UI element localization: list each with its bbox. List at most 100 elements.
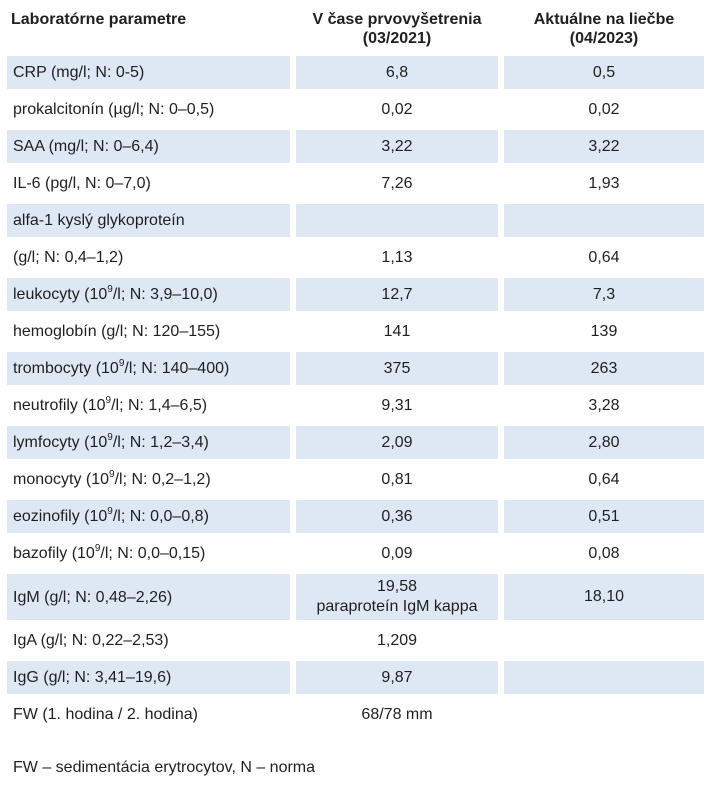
parameter-unit-range: /l; N: 0,0–0,8) [112, 508, 209, 525]
parameter-cell: neutrofily (109/l; N: 1,4–6,5) [7, 389, 290, 422]
initial-value-cell: 0,36 [296, 500, 498, 533]
table-row: neutrofily (109/l; N: 1,4–6,5) 9,31 3,28 [7, 389, 704, 422]
current-value: 0,64 [588, 471, 620, 488]
parameter-unit-range: /l; N: 1,4–6,5) [111, 397, 208, 414]
parameter-unit-range: /l; N: 3,9–10,0) [112, 286, 218, 303]
header-parameters: Laboratórne parametre [11, 11, 187, 28]
current-value: 0,64 [588, 249, 620, 266]
initial-value: 1,209 [376, 632, 418, 649]
parameter-label: IgA (g/l; N: 0,22–2,53) [13, 632, 169, 649]
parameter-cell: trombocyty (109/l; N: 140–400) [7, 352, 290, 385]
parameter-label: leukocyty (10 [13, 286, 108, 303]
header-current-line2: (04/2023) [569, 30, 639, 47]
table-row: IL-6 (pg/l, N: 0–7,0) 7,26 1,93 [7, 167, 704, 200]
initial-value-cell [296, 204, 498, 237]
initial-value: 7,26 [381, 175, 413, 192]
current-value-cell [504, 698, 704, 731]
table-row: bazofily (109/l; N: 0,0–0,15) 0,09 0,08 [7, 537, 704, 570]
current-value-cell: 0,51 [504, 500, 704, 533]
parameter-cell: IgM (g/l; N: 0,48–2,26) [7, 574, 290, 620]
current-value-cell: 263 [504, 352, 704, 385]
parameter-cell: SAA (mg/l; N: 0–6,4) [7, 130, 290, 163]
header-initial-line1: V čase prvovyšetrenia [312, 11, 482, 28]
parameter-cell: lymfocyty (109/l; N: 1,2–3,4) [7, 426, 290, 459]
parameter-cell: IL-6 (pg/l, N: 0–7,0) [7, 167, 290, 200]
parameter-label: IgG (g/l; N: 3,41–19,6) [13, 669, 172, 686]
initial-value: 12,7 [381, 286, 413, 303]
parameter-cell: prokalcitonín (µg/l; N: 0–0,5) [7, 93, 290, 126]
current-value: 18,10 [583, 588, 625, 605]
initial-value-cell: 2,09 [296, 426, 498, 459]
initial-value-cell: 3,22 [296, 130, 498, 163]
table-row: IgM (g/l; N: 0,48–2,26) 19,58 paraproteín … [7, 574, 704, 620]
initial-value: 9,31 [381, 397, 413, 414]
initial-value-cell: 9,87 [296, 661, 498, 694]
initial-value: 0,36 [381, 508, 413, 525]
table-row: hemoglobín (g/l; N: 120–155) 141 139 [7, 315, 704, 348]
initial-value-cell: 7,26 [296, 167, 498, 200]
current-value: 263 [590, 360, 618, 377]
initial-value-cell: 68/78 mm [296, 698, 498, 731]
unit-exponent: 9 [107, 431, 113, 443]
parameter-cell: hemoglobín (g/l; N: 120–155) [7, 315, 290, 348]
unit-exponent: 9 [109, 468, 115, 480]
initial-value-note: paraproteín IgM kappa [316, 598, 478, 615]
parameter-label: hemoglobín (g/l; N: 120–155) [13, 323, 221, 340]
current-value-cell: 0,5 [504, 56, 704, 89]
current-value-cell [504, 204, 704, 237]
initial-value-cell: 9,31 [296, 389, 498, 422]
current-value-cell: 1,93 [504, 167, 704, 200]
current-value-cell: 3,28 [504, 389, 704, 422]
current-value-cell: 0,64 [504, 241, 704, 274]
table-row: eozinofily (109/l; N: 0,0–0,8) 0,36 0,51 [7, 500, 704, 533]
table-row: IgG (g/l; N: 3,41–19,6) 9,87 [7, 661, 704, 694]
table-header-row: Laboratórne parametre V čase prvovyšetre… [7, 10, 704, 52]
unit-exponent: 9 [107, 283, 113, 295]
initial-value: 375 [383, 360, 411, 377]
parameter-label: monocyty (10 [13, 471, 110, 488]
initial-value-cell: 1,13 [296, 241, 498, 274]
current-value: 0,08 [588, 545, 620, 562]
current-value: 3,22 [588, 138, 620, 155]
parameter-cell: IgG (g/l; N: 3,41–19,6) [7, 661, 290, 694]
initial-value-cell: 12,7 [296, 278, 498, 311]
lab-parameters-table: Laboratórne parametre V čase prvovyšetre… [7, 6, 704, 735]
current-value: 1,93 [588, 175, 620, 192]
current-value-cell: 2,80 [504, 426, 704, 459]
current-value: 2,80 [588, 434, 620, 451]
table-row: prokalcitonín (µg/l; N: 0–0,5) 0,02 0,02 [7, 93, 704, 126]
initial-value-cell: 19,58 paraproteín IgM kappa [296, 574, 498, 620]
initial-value-cell: 1,209 [296, 624, 498, 657]
parameter-label: SAA (mg/l; N: 0–6,4) [13, 138, 159, 155]
current-value-cell: 0,64 [504, 463, 704, 496]
unit-exponent: 9 [107, 505, 113, 517]
parameter-unit-range: /l; N: 140–400) [124, 360, 230, 377]
header-initial-exam: V čase prvovyšetrenia (03/2021) [296, 10, 498, 52]
footnote: FW – sedimentácia erytrocytov, N – norma [13, 759, 316, 776]
parameter-label: (g/l; N: 0,4–1,2) [13, 249, 124, 266]
parameter-label: trombocyty (10 [13, 360, 119, 377]
current-value-cell: 7,3 [504, 278, 704, 311]
parameter-cell: leukocyty (109/l; N: 3,9–10,0) [7, 278, 290, 311]
current-value-cell: 3,22 [504, 130, 704, 163]
table-row: (g/l; N: 0,4–1,2) 1,13 0,64 [7, 241, 704, 274]
current-value: 0,5 [592, 64, 616, 81]
parameter-unit-range: /l; N: 0,2–1,2) [114, 471, 211, 488]
initial-value-cell: 0,81 [296, 463, 498, 496]
parameter-cell: FW (1. hodina / 2. hodina) [7, 698, 290, 731]
initial-value: 19,58 [376, 578, 418, 595]
current-value: 0,51 [588, 508, 620, 525]
initial-value-cell: 141 [296, 315, 498, 348]
parameter-label: FW (1. hodina / 2. hodina) [13, 706, 198, 723]
header-initial-line2: (03/2021) [362, 30, 432, 47]
current-value: 7,3 [592, 286, 616, 303]
current-value-cell: 18,10 [504, 574, 704, 620]
initial-value-cell: 0,02 [296, 93, 498, 126]
parameter-label: lymfocyty (10 [13, 434, 108, 451]
initial-value-cell: 0,09 [296, 537, 498, 570]
table-row: alfa-1 kyslý glykoproteín [7, 204, 704, 237]
parameter-cell: alfa-1 kyslý glykoproteín [7, 204, 290, 237]
parameter-cell: bazofily (109/l; N: 0,0–0,15) [7, 537, 290, 570]
table-row: CRP (mg/l; N: 0-5) 6,8 0,5 [7, 56, 704, 89]
